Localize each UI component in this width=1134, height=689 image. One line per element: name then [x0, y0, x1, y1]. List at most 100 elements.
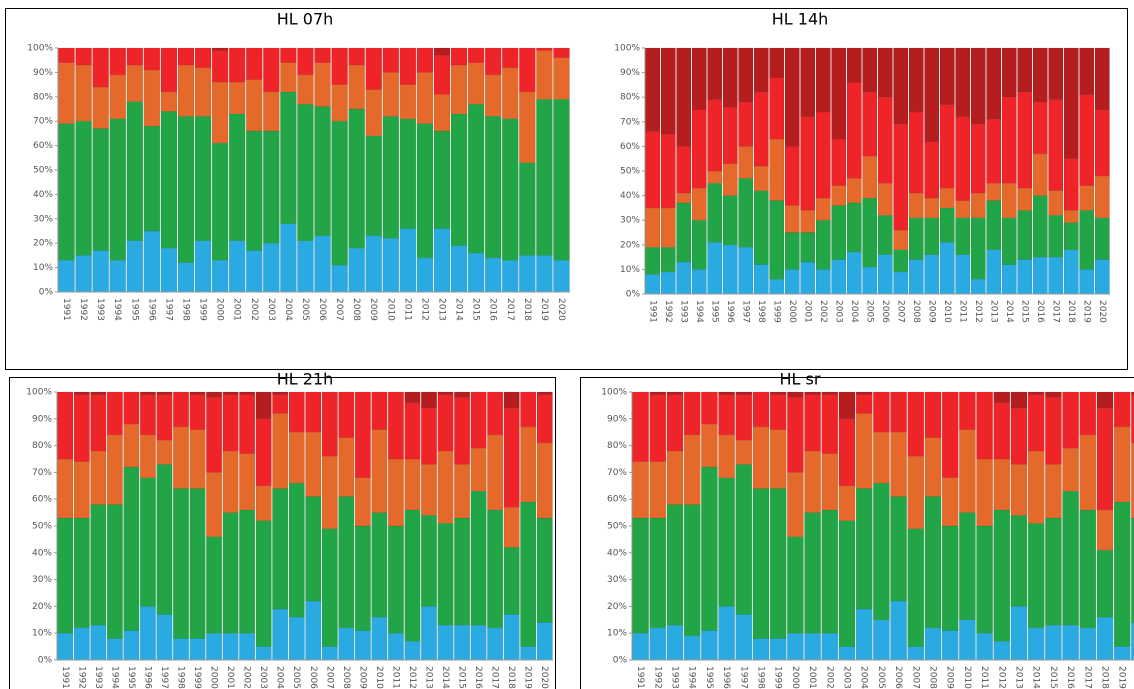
bar-segment — [939, 47, 955, 105]
bar-segment — [831, 205, 847, 260]
bar-segment — [804, 632, 821, 661]
bar-segment — [519, 47, 536, 93]
bar-segment — [437, 624, 454, 661]
bar-segment — [800, 232, 816, 263]
bar-segment — [90, 624, 107, 661]
bar-segment — [536, 50, 553, 100]
bar-segment — [993, 640, 1011, 661]
bar-segment — [1062, 490, 1079, 626]
bar-segment — [172, 638, 190, 661]
bar-segment — [660, 133, 676, 209]
bar-segment — [387, 632, 404, 661]
bar-segment — [239, 391, 256, 395]
bar-segment — [331, 120, 348, 266]
bar-segment — [90, 394, 107, 452]
bar-segment — [738, 101, 754, 147]
bar-segment — [1079, 269, 1095, 295]
bar-segment — [873, 391, 890, 433]
bar-segment — [769, 638, 787, 661]
bar-segment — [649, 391, 667, 395]
bar-segment — [1094, 175, 1110, 218]
bar-segment — [354, 630, 371, 661]
bar-segment — [955, 200, 971, 218]
bar-segment — [873, 482, 890, 621]
bar-segment — [986, 119, 1002, 184]
x-tick-label: 2014 — [454, 298, 464, 321]
bar-segment — [75, 47, 92, 66]
bar-segment — [382, 116, 400, 239]
bar-segment — [143, 125, 161, 232]
x-tick-label: 2017 — [1082, 666, 1092, 689]
bar-segment — [536, 98, 553, 256]
y-tick-label: 90% — [33, 68, 53, 78]
bar-segment — [228, 240, 246, 293]
bar-segment — [1131, 394, 1134, 444]
x-tick-label: 2011 — [957, 300, 967, 323]
bar-segment — [683, 391, 701, 436]
bar-segment — [172, 488, 190, 639]
bar-segment — [769, 200, 785, 280]
bar-segment — [890, 600, 907, 661]
bar-segment — [1131, 391, 1134, 395]
bar-segment — [536, 622, 553, 661]
y-tick-label: 20% — [33, 239, 53, 249]
bar-segment — [955, 47, 971, 118]
bar-segment — [382, 47, 400, 73]
bar-segment — [924, 47, 940, 142]
bar-segment — [1063, 249, 1079, 295]
x-tick-label: 2008 — [351, 298, 361, 321]
bar-segment — [666, 504, 684, 626]
bar-segment — [1032, 195, 1048, 258]
bar-segment — [297, 74, 314, 105]
x-tick-label: 1991 — [635, 666, 645, 689]
bar-segment — [305, 496, 322, 602]
bar-segment — [873, 619, 890, 661]
bar-segment — [1001, 183, 1017, 218]
y-tick-label: 100% — [27, 44, 53, 54]
bar-segment — [420, 515, 438, 607]
y-tick-label: 90% — [620, 68, 640, 78]
y-tick-label: 40% — [607, 548, 627, 558]
bar-segment — [536, 394, 553, 444]
bar-segment — [156, 439, 173, 465]
y-tick-label: 90% — [32, 414, 52, 424]
bar-segment — [993, 458, 1011, 511]
bar-segment — [433, 94, 451, 132]
bar-segment — [450, 64, 468, 115]
bar-segment — [752, 488, 770, 639]
bar-segment — [976, 632, 993, 661]
bar-segment — [831, 138, 847, 187]
bar-segment — [331, 84, 348, 122]
bar-segment — [106, 391, 123, 436]
bar-segment — [126, 64, 144, 102]
bar-segment — [691, 109, 707, 189]
bar-segment — [784, 232, 800, 270]
bar-segment — [846, 202, 862, 253]
bar-segment — [338, 627, 355, 661]
bar-segment — [484, 116, 502, 259]
bar-segment — [314, 106, 331, 237]
x-tick-label: 2015 — [457, 666, 467, 689]
bar-segment — [800, 261, 816, 295]
y-tick-label: 100% — [26, 388, 52, 398]
x-tick-label: 1995 — [126, 666, 136, 689]
bar-segment — [941, 391, 959, 479]
bar-segment — [189, 429, 206, 489]
bar-segment — [877, 96, 893, 184]
bar-segment — [354, 391, 371, 479]
bar-segment — [691, 219, 707, 270]
x-tick-label: 2002 — [249, 298, 259, 321]
bar-segment — [707, 242, 723, 295]
bar-segment — [1045, 464, 1062, 519]
bar-segment — [769, 77, 785, 140]
bar-segment — [769, 47, 785, 78]
y-tick-label: 70% — [607, 468, 627, 478]
bar-segment — [437, 391, 454, 395]
y-tick-label: 50% — [620, 167, 640, 177]
bar-segment — [862, 47, 878, 93]
bar-segment — [348, 108, 365, 249]
bar-segment — [838, 646, 856, 661]
bar-segment — [1017, 259, 1033, 295]
bar-segment — [924, 254, 940, 295]
x-tick-label: 2010 — [385, 298, 395, 321]
